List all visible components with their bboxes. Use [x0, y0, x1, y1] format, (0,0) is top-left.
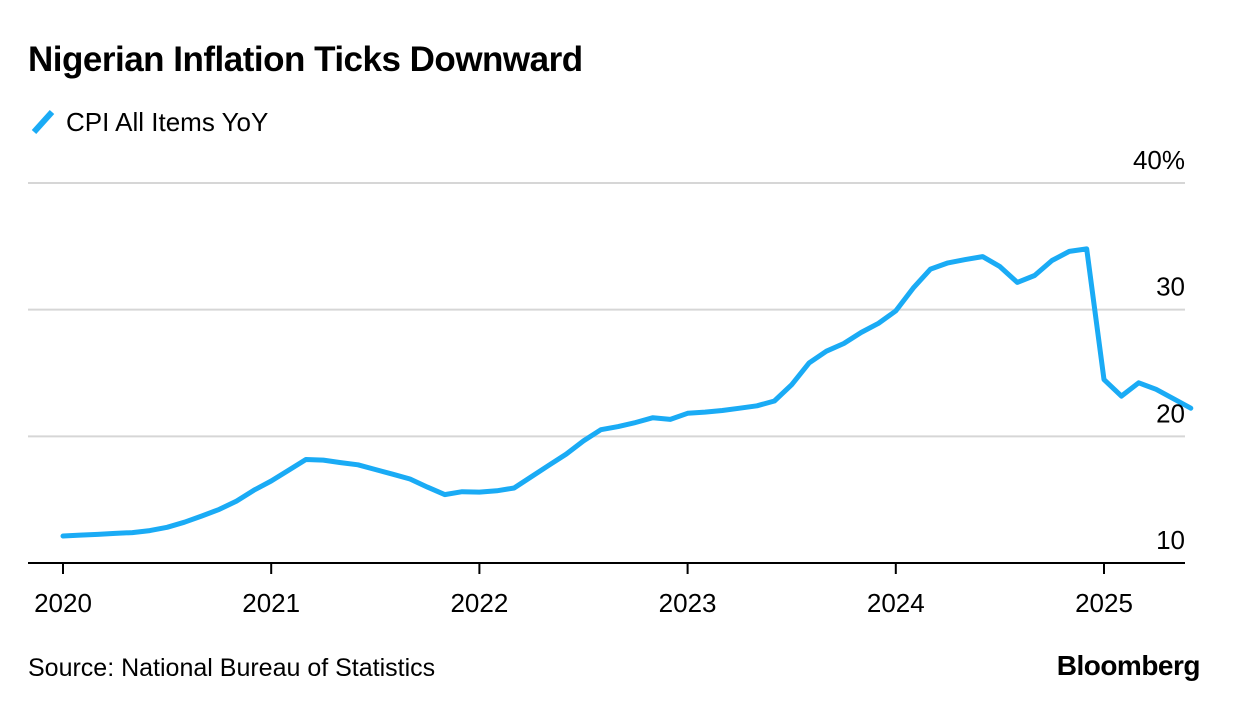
brand-logo: Bloomberg — [1056, 650, 1201, 681]
y-tick-label: 30 — [1156, 272, 1185, 302]
legend-swatch-icon — [31, 109, 55, 135]
x-tick-label: 2024 — [867, 588, 925, 618]
y-tick-label: 20 — [1156, 398, 1185, 428]
chart-legend: CPI All Items YoY — [30, 104, 268, 140]
y-tick-label: 10 — [1156, 525, 1185, 555]
x-tick-label: 2025 — [1075, 588, 1133, 618]
x-tick-label: 2023 — [659, 588, 717, 618]
series-line-cpi-all-items-yoy — [60, 246, 1194, 539]
x-tick-label: 2020 — [34, 588, 92, 618]
y-tick-label: 40% — [1133, 145, 1185, 175]
legend-label: CPI All Items YoY — [66, 106, 269, 137]
x-tick-label: 2022 — [450, 588, 508, 618]
source-note: Source: National Bureau of Statistics — [28, 654, 436, 682]
chart-title: Nigerian Inflation Ticks Downward — [28, 40, 583, 79]
x-tick-label: 2021 — [242, 588, 300, 618]
